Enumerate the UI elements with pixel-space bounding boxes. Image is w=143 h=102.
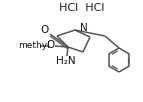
Text: O: O (41, 25, 49, 35)
Text: O: O (47, 40, 55, 50)
Text: H₂N: H₂N (56, 56, 76, 66)
Text: methyl: methyl (18, 40, 50, 49)
Text: HCl  HCl: HCl HCl (59, 3, 105, 13)
Text: N: N (80, 23, 88, 33)
